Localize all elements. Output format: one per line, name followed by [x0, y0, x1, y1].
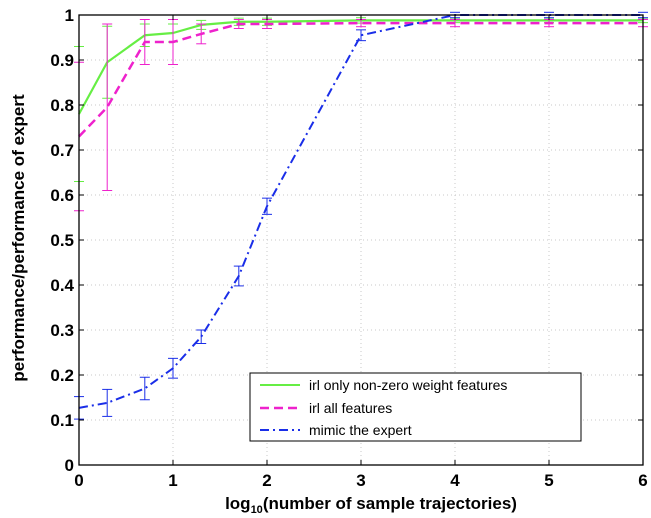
- x-axis-label-rest: (number of sample trajectories): [263, 494, 517, 513]
- x-tick-label: 1: [168, 471, 177, 490]
- y-tick-label: 0.8: [50, 96, 74, 115]
- series-line: [78, 21, 643, 138]
- legend-label-irl-nonzero: irl only non-zero weight features: [309, 377, 507, 393]
- x-tick-label: 3: [356, 471, 365, 490]
- x-axis-label-prefix: log: [225, 494, 251, 513]
- x-tick-label: 0: [74, 471, 83, 490]
- y-tick-label: 0.5: [50, 231, 74, 250]
- legend-label-irl-all: irl all features: [309, 400, 392, 416]
- x-tick-label: 2: [262, 471, 271, 490]
- x-tick-label: 5: [544, 471, 553, 490]
- legend-box: [249, 372, 582, 442]
- y-tick-label: 0.6: [50, 186, 74, 205]
- x-axis-label-subscript: 10: [251, 504, 263, 516]
- y-axis-label: performance/performance of expert: [9, 94, 28, 382]
- tick-layer: 0 1 2 3 4 5 6 0 0.1 0.2 0.3 0.4 0.5 0.6 0.7 0.8 0.9 1: [50, 6, 647, 490]
- y-tick-label: 1: [65, 6, 74, 25]
- x-tick-label: 6: [638, 471, 647, 490]
- y-tick-label: 0.3: [50, 321, 74, 340]
- y-tick-label: 0.4: [50, 276, 74, 295]
- y-tick-label: 0.1: [50, 411, 74, 430]
- x-tick-label: 4: [450, 471, 460, 490]
- legend-label-mimic: mimic the expert: [309, 422, 412, 438]
- y-tick-label: 0.9: [50, 51, 74, 70]
- y-tick-label: 0.7: [50, 141, 74, 160]
- legend: irl only non-zero weight features irl al…: [249, 372, 582, 442]
- y-tick-label: 0.2: [50, 366, 74, 385]
- y-tick-label: 0: [65, 456, 74, 475]
- x-axis-label: log10(number of sample trajectories): [225, 494, 517, 516]
